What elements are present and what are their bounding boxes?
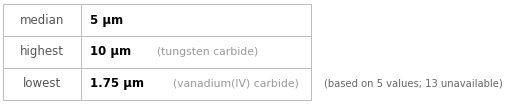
Text: (tungsten carbide): (tungsten carbide)	[156, 47, 258, 57]
Bar	[3, 36, 311, 68]
Text: lowest: lowest	[22, 77, 61, 90]
Text: 5 μm: 5 μm	[90, 14, 123, 27]
Text: 10 μm: 10 μm	[90, 46, 132, 58]
Text: median: median	[20, 14, 64, 27]
Bar	[3, 4, 311, 36]
Text: (based on 5 values; 13 unavailable): (based on 5 values; 13 unavailable)	[324, 79, 503, 89]
Text: highest: highest	[20, 46, 64, 58]
Bar	[3, 68, 311, 100]
Text: (vanadium(IV) carbide): (vanadium(IV) carbide)	[173, 79, 299, 89]
Text: 1.75 μm: 1.75 μm	[90, 77, 144, 90]
